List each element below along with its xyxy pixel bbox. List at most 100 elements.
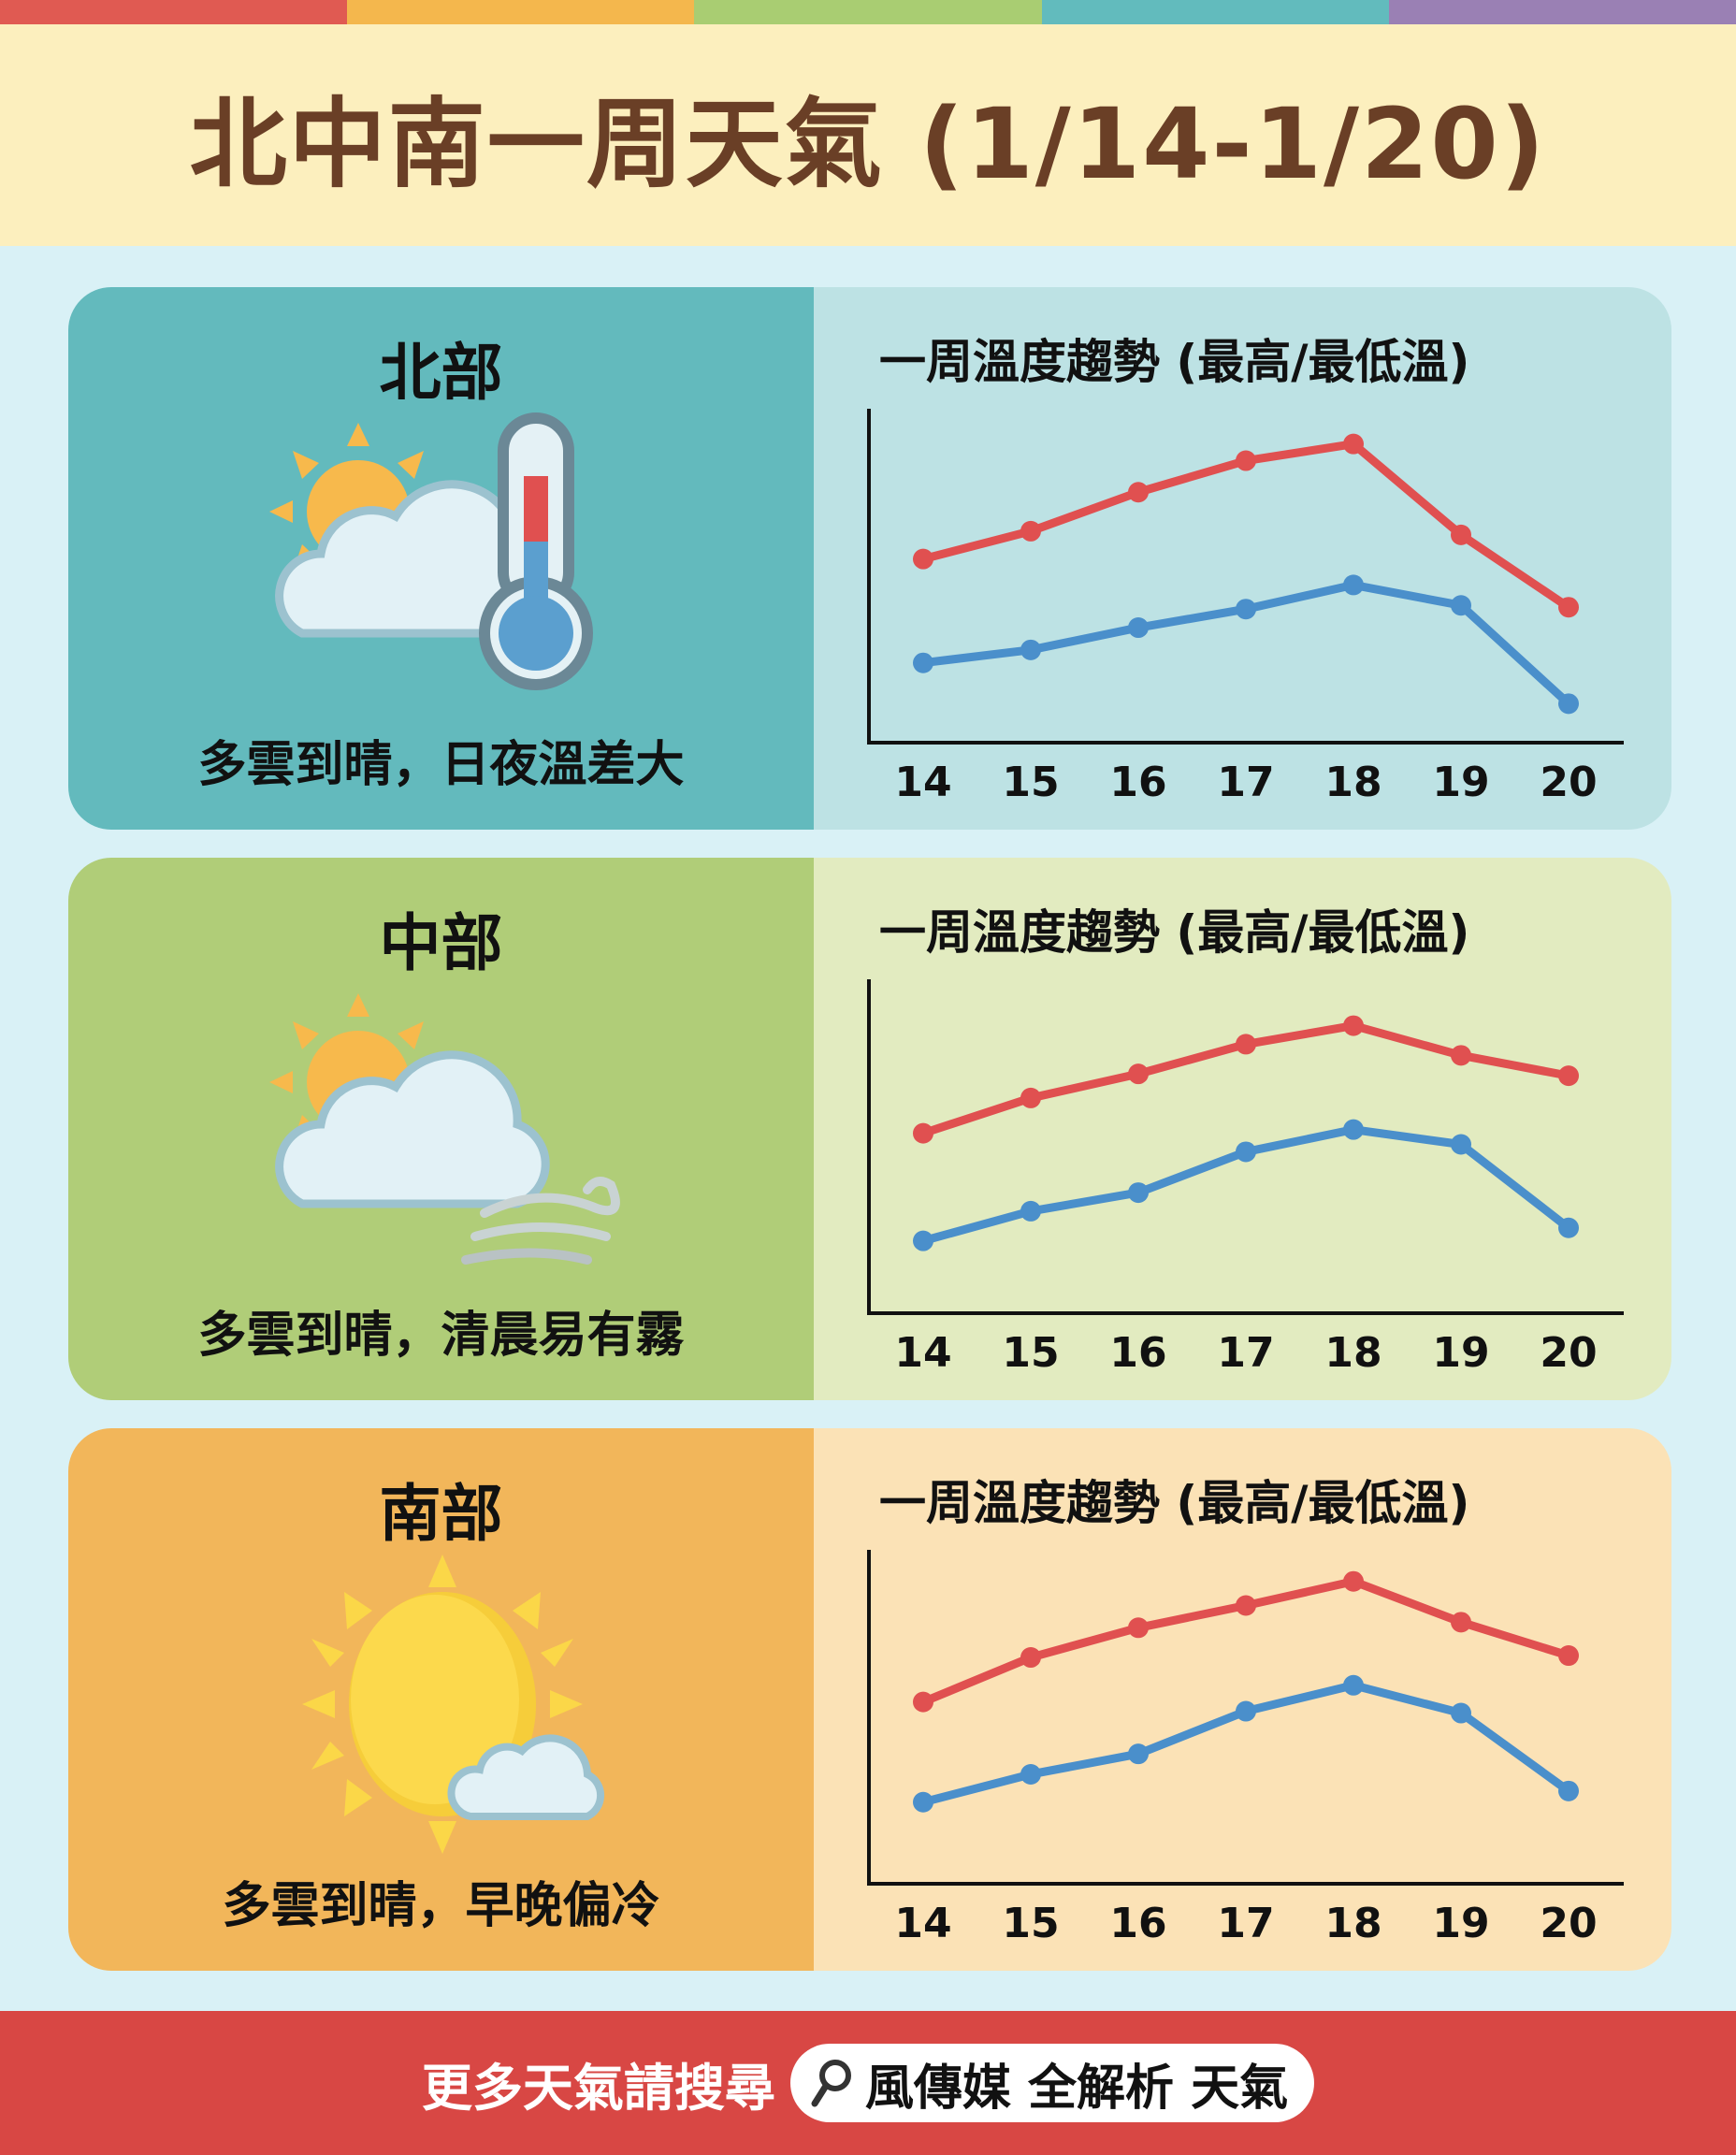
data-point	[1236, 599, 1256, 620]
search-query-text: 風傳媒 全解析 天氣	[864, 2060, 1289, 2117]
data-point	[913, 1791, 933, 1813]
chart-title: 一周溫度趨勢 (最高/最低溫)	[879, 1476, 1470, 1530]
x-tick-label: 19	[1432, 1329, 1489, 1377]
footer-banner: 更多天氣請搜尋 風傳媒 全解析 天氣	[0, 2011, 1736, 2155]
data-point	[1343, 574, 1364, 596]
region-summary-panel: 中部 多雲到晴，清晨易有霧	[68, 858, 814, 1400]
chart-title: 一周溫度趨勢 (最高/最低溫)	[879, 905, 1470, 960]
data-point	[1236, 1595, 1256, 1616]
data-point	[1128, 617, 1149, 639]
x-tick-label: 15	[1002, 759, 1059, 806]
x-tick-label: 19	[1432, 759, 1489, 806]
x-tick-label: 16	[1109, 759, 1166, 806]
stripe-teal	[1041, 0, 1389, 24]
data-point	[1236, 450, 1256, 471]
region-card-north: 北部 多雲到晴，日夜溫差大 一周溫度趨勢 (最高/最低溫) 14 15 16 17 18…	[68, 287, 1671, 830]
x-tick-label: 17	[1217, 1900, 1274, 1947]
x-tick-label: 18	[1324, 1329, 1382, 1377]
data-point	[1343, 1015, 1364, 1036]
data-point	[913, 548, 933, 570]
data-point	[1020, 520, 1041, 542]
region-name: 南部	[379, 1478, 503, 1550]
x-tick-label: 17	[1217, 1329, 1274, 1377]
data-point	[1236, 1034, 1256, 1055]
data-point	[1451, 1045, 1471, 1066]
x-tick-label: 20	[1540, 1900, 1597, 1947]
chart-panel: 一周溫度趨勢 (最高/最低溫) 14 15 16 17 18 19 20	[814, 287, 1671, 830]
stripe-red	[0, 0, 348, 24]
x-tick-label: 14	[894, 759, 951, 806]
chart-axes	[867, 979, 1624, 1315]
partly-cloudy-fog-icon	[269, 993, 620, 1265]
data-point	[1128, 1617, 1149, 1639]
data-point	[1020, 1647, 1041, 1669]
color-stripes	[0, 0, 1736, 24]
region-summary-panel: 南部 多雲到晴，早晚偏冷	[68, 1428, 814, 1971]
region-card-central: 中部 多雲到晴，清晨易有霧 一周溫度趨勢 (最高/最低溫) 14 15 16 17 18…	[68, 858, 1671, 1400]
temperature-line-chart: 14 15 16 17 18 19 20	[867, 1550, 1624, 1947]
region-name: 北部	[379, 337, 503, 409]
data-point	[1343, 1674, 1364, 1696]
region-caption: 多雲到晴，清晨易有霧	[197, 1308, 685, 1364]
region-caption: 多雲到晴，日夜溫差大	[197, 737, 685, 793]
data-point	[1236, 1141, 1256, 1163]
partly-cloudy-thermometer-icon	[269, 412, 593, 690]
data-point	[1020, 1087, 1041, 1108]
x-tick-label: 15	[1002, 1900, 1059, 1947]
data-point	[1451, 1134, 1471, 1155]
data-point	[1558, 1217, 1579, 1238]
data-point	[913, 1691, 933, 1713]
data-point	[913, 652, 933, 673]
region-summary-panel: 北部 多雲到晴，日夜溫差大	[68, 287, 814, 830]
stripe-orange	[347, 0, 695, 24]
data-point	[1128, 1182, 1149, 1204]
x-tick-label: 14	[894, 1900, 951, 1947]
data-point	[913, 1122, 933, 1144]
chart-axes	[867, 409, 1624, 745]
data-point	[1343, 1119, 1364, 1140]
data-point	[1451, 1702, 1471, 1724]
x-tick-label: 20	[1540, 1329, 1597, 1377]
data-point	[1128, 1063, 1149, 1085]
data-point	[1020, 1763, 1041, 1785]
page-title: 北中南一周天氣 (1/14-1/20)	[189, 87, 1547, 201]
data-point	[1451, 1612, 1471, 1633]
sunny-small-cloud-icon	[302, 1555, 605, 1854]
data-point	[1451, 595, 1471, 616]
data-point	[1558, 597, 1579, 618]
data-point	[1558, 693, 1579, 715]
chart-panel: 一周溫度趨勢 (最高/最低溫) 14 15 16 17 18 19 20	[814, 1428, 1671, 1971]
stripe-purple	[1388, 0, 1736, 24]
title-band: 北中南一周天氣 (1/14-1/20)	[0, 24, 1736, 246]
data-point	[1558, 1780, 1579, 1801]
data-point	[1128, 482, 1149, 503]
region-caption: 多雲到晴，早晚偏冷	[222, 1878, 660, 1934]
search-pill[interactable]: 風傳媒 全解析 天氣	[789, 2044, 1315, 2122]
x-tick-label: 16	[1109, 1329, 1166, 1377]
x-tick-label: 20	[1540, 759, 1597, 806]
x-tick-label: 17	[1217, 759, 1274, 806]
data-point	[1020, 639, 1041, 660]
stripe-green	[694, 0, 1042, 24]
region-card-south: 南部 多雲到晴，早晚偏冷 一周溫度趨勢 (最高/最低溫)	[68, 1428, 1671, 1971]
data-point	[1128, 1743, 1149, 1765]
data-point	[1558, 1065, 1579, 1087]
x-tick-label: 14	[894, 1329, 951, 1377]
data-point	[1343, 433, 1364, 455]
data-point	[1020, 1200, 1041, 1222]
region-name: 中部	[379, 907, 503, 979]
chart-title: 一周溫度趨勢 (最高/最低溫)	[879, 335, 1470, 389]
footer-lead-text: 更多天氣請搜尋	[421, 2058, 775, 2118]
temperature-line-chart: 14 15 16 17 18 19 20	[867, 409, 1624, 806]
data-point	[1558, 1645, 1579, 1667]
data-point	[1236, 1700, 1256, 1722]
chart-axes	[867, 1550, 1624, 1886]
x-tick-label: 18	[1324, 1900, 1382, 1947]
data-point	[1343, 1570, 1364, 1592]
x-tick-label: 18	[1324, 759, 1382, 806]
x-tick-label: 16	[1109, 1900, 1166, 1947]
data-point	[1451, 524, 1471, 545]
x-tick-label: 15	[1002, 1329, 1059, 1377]
data-point	[913, 1230, 933, 1251]
x-tick-label: 19	[1432, 1900, 1489, 1947]
